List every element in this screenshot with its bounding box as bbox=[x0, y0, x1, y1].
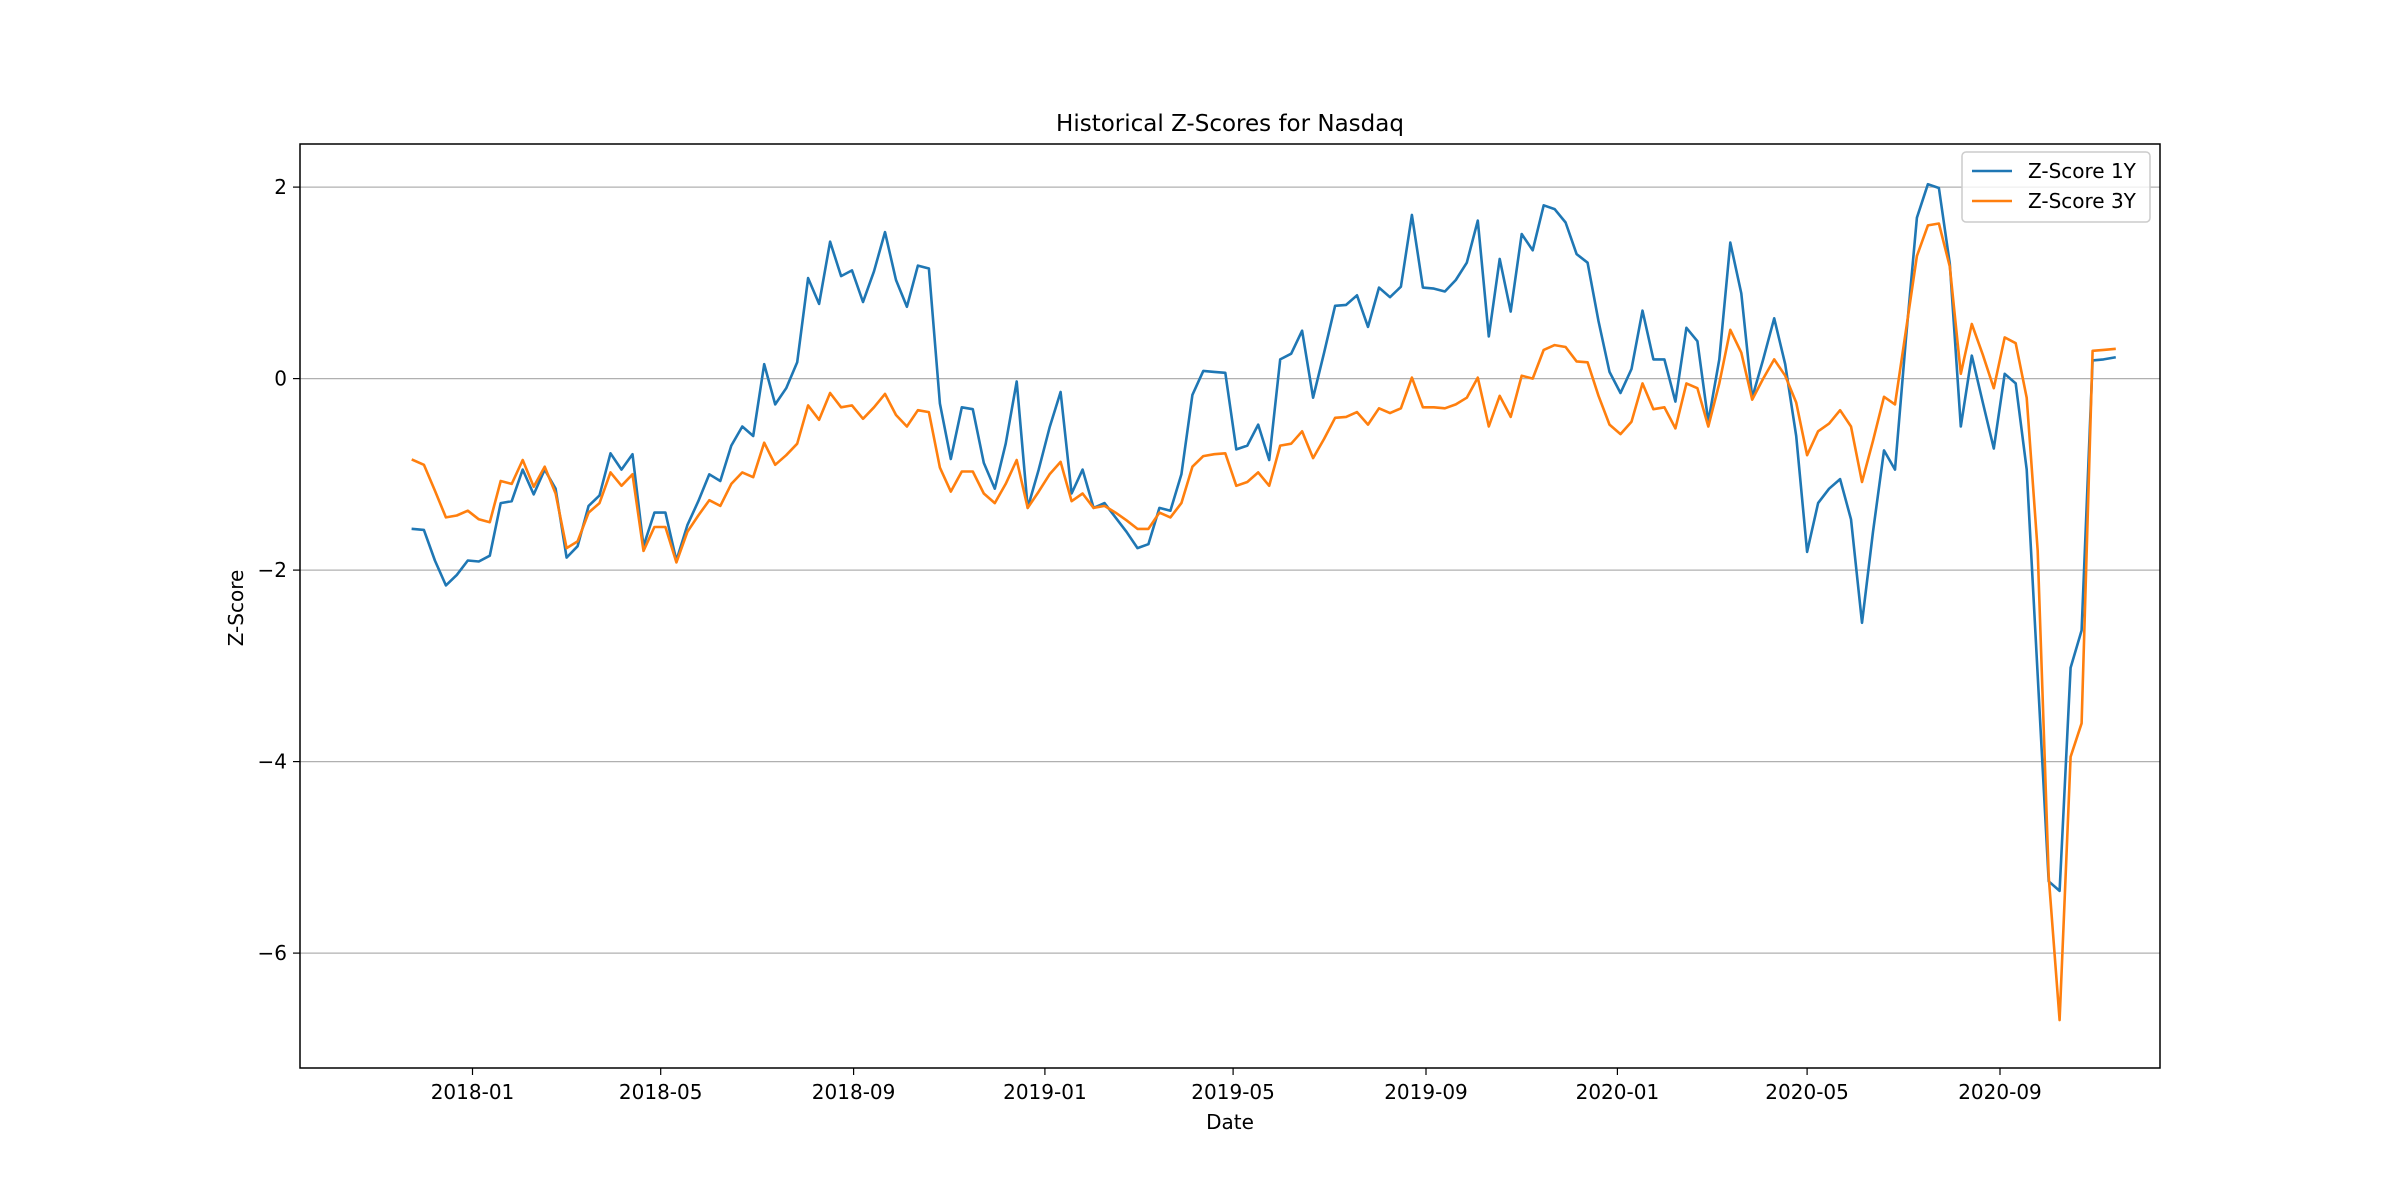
legend-box bbox=[1961, 151, 2151, 223]
x-tick-label: 2020-05 bbox=[1765, 1080, 1849, 1104]
y-tick-label: 0 bbox=[274, 367, 287, 391]
x-axis-ticks: 2018-01 2018-05 2018-09 2019-01 2019-05 2019-… bbox=[431, 1068, 2042, 1104]
y-tick-label: 2 bbox=[274, 175, 287, 199]
x-tick-label: 2019-05 bbox=[1191, 1080, 1275, 1104]
series-line-z-score-3y bbox=[411, 222, 2116, 1022]
legend-label-z-score-3y: Z-Score 3Y bbox=[2028, 189, 2137, 213]
x-tick-label: 2018-09 bbox=[812, 1080, 896, 1104]
chart-title: Historical Z-Scores for Nasdaq bbox=[1056, 111, 1404, 137]
x-tick-label: 2020-09 bbox=[1958, 1080, 2042, 1104]
legend-label-z-score-1y: Z-Score 1Y bbox=[2028, 159, 2137, 183]
grid-lines bbox=[300, 186, 2160, 954]
x-tick-label: 2018-05 bbox=[619, 1080, 703, 1104]
x-tick-label: 2019-09 bbox=[1384, 1080, 1468, 1104]
y-tick-label: −4 bbox=[258, 750, 287, 774]
x-tick-label: 2020-01 bbox=[1576, 1080, 1660, 1104]
x-axis-label: Date bbox=[1206, 1110, 1254, 1134]
y-tick-label: −6 bbox=[258, 941, 287, 965]
x-tick-label: 2019-01 bbox=[1003, 1080, 1087, 1104]
y-axis-label: Z-Score bbox=[224, 570, 248, 647]
x-tick-label: 2018-01 bbox=[431, 1080, 515, 1104]
plot-area-frame bbox=[299, 143, 2161, 1069]
series-line-z-score-1y bbox=[411, 182, 2117, 893]
y-axis-ticks: 2 0 −2 −4 −6 bbox=[258, 175, 300, 965]
y-tick-label: −2 bbox=[258, 558, 287, 582]
legend: Z-Score 1Y Z-Score 3Y bbox=[1961, 151, 2151, 223]
series-lines bbox=[411, 182, 2117, 1022]
